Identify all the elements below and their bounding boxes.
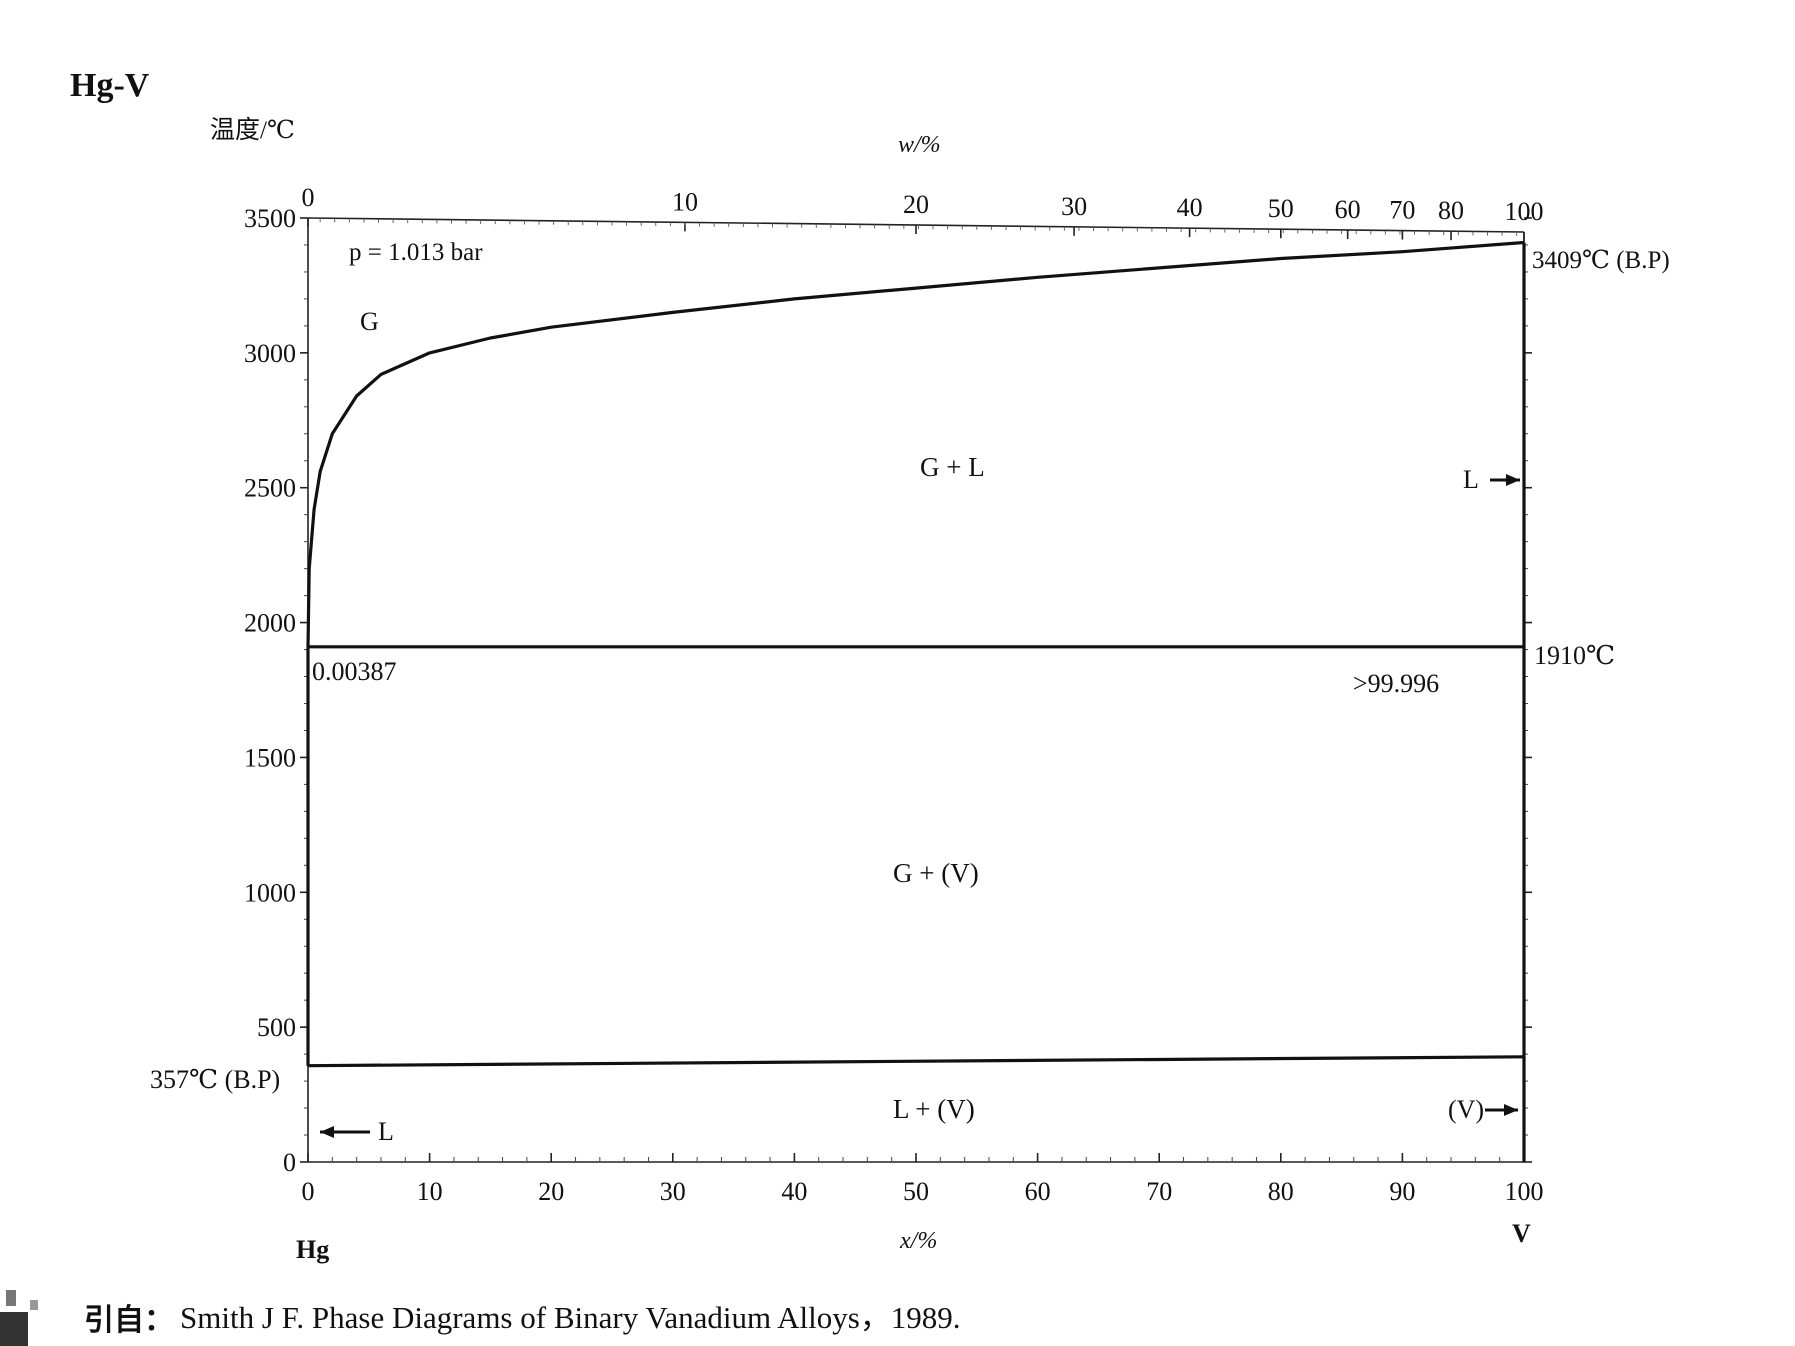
x-tick-label: 90 xyxy=(1389,1177,1415,1206)
x-tick-label: 40 xyxy=(781,1177,807,1206)
top-tick-label: 0 xyxy=(302,183,315,212)
y-tick-label: 1000 xyxy=(244,878,296,907)
y-tick-label: 1500 xyxy=(244,743,296,772)
y-tick-label: 3500 xyxy=(244,204,296,233)
system-title: Hg-V xyxy=(70,67,150,104)
arrow-l-left-head xyxy=(320,1126,334,1138)
x-tick-label: 70 xyxy=(1146,1177,1172,1206)
phase-label-l-plus-v: L + (V) xyxy=(893,1094,975,1124)
x-tick-label: 0 xyxy=(302,1177,315,1206)
top-tick-label: 70 xyxy=(1389,196,1415,225)
annotation-boiling-point-v: 3409℃ (B.P) xyxy=(1532,247,1670,274)
x-tick-label: 60 xyxy=(1025,1177,1051,1206)
x-tick-label: 20 xyxy=(538,1177,564,1206)
y-tick-label: 2000 xyxy=(244,609,296,638)
phase-label-g-plus-v: G + (V) xyxy=(893,858,979,888)
top-tick-label: 10 xyxy=(672,187,698,216)
top-tick-label: 30 xyxy=(1061,192,1087,221)
left-element-label: Hg xyxy=(296,1235,329,1264)
y-tick-label: 3000 xyxy=(244,339,296,368)
annotation-composition-right: >99.996 xyxy=(1353,669,1439,698)
boiling-line-357 xyxy=(307,1055,1525,1068)
top-axis-label: w/% xyxy=(898,132,941,158)
y-tick-label: 500 xyxy=(257,1013,296,1042)
y-tick-label: 2500 xyxy=(244,474,296,503)
phase-labels: G G + L G + (V) L + (V) 3409℃ (B.P) 1910℃ 0.00… xyxy=(150,247,1670,1146)
x-tick-label: 30 xyxy=(660,1177,686,1206)
arrow-v-head xyxy=(1504,1104,1518,1116)
top-tick-label: 60 xyxy=(1335,195,1361,224)
arrow-label-l-right: L xyxy=(1463,465,1479,494)
x-tick-label: 50 xyxy=(903,1177,929,1206)
top-tick-label: 80 xyxy=(1438,196,1464,225)
scan-mark xyxy=(0,1290,38,1346)
top-tick-label: 40 xyxy=(1177,193,1203,222)
annotation-composition-left: 0.00387 xyxy=(312,657,397,686)
x-tick-label: 100 xyxy=(1505,1177,1544,1206)
x-tick-label: 80 xyxy=(1268,1177,1294,1206)
source-prefix: 引自： xyxy=(84,1304,174,1337)
top-tick-label: 20 xyxy=(903,190,929,219)
liquidus-boiling-curve xyxy=(306,240,1525,647)
arrow-label-l-left: L xyxy=(378,1117,394,1146)
y-tick-label: 0 xyxy=(283,1148,296,1177)
arrow-l-right-head xyxy=(1506,474,1520,486)
pressure-note: p = 1.013 bar xyxy=(349,239,483,266)
annotation-boiling-point-hg: 357℃ (B.P) xyxy=(150,1065,280,1094)
source-citation: Smith J F. Phase Diagrams of Binary Vana… xyxy=(180,1300,961,1335)
phase-label-g-plus-l: G + L xyxy=(920,452,985,482)
top-tick-label: 100 xyxy=(1505,197,1544,226)
top-tick-label: 50 xyxy=(1268,194,1294,223)
phase-boundaries xyxy=(306,240,1526,1162)
y-axis-label: 温度/℃ xyxy=(210,116,295,144)
annotation-1910c: 1910℃ xyxy=(1534,641,1615,670)
x-tick-label: 10 xyxy=(417,1177,443,1206)
right-element-label: V xyxy=(1512,1219,1531,1248)
phase-label-g: G xyxy=(360,307,379,336)
arrow-label-v: (V) xyxy=(1448,1095,1484,1124)
bottom-axis-label: x/% xyxy=(899,1228,937,1254)
